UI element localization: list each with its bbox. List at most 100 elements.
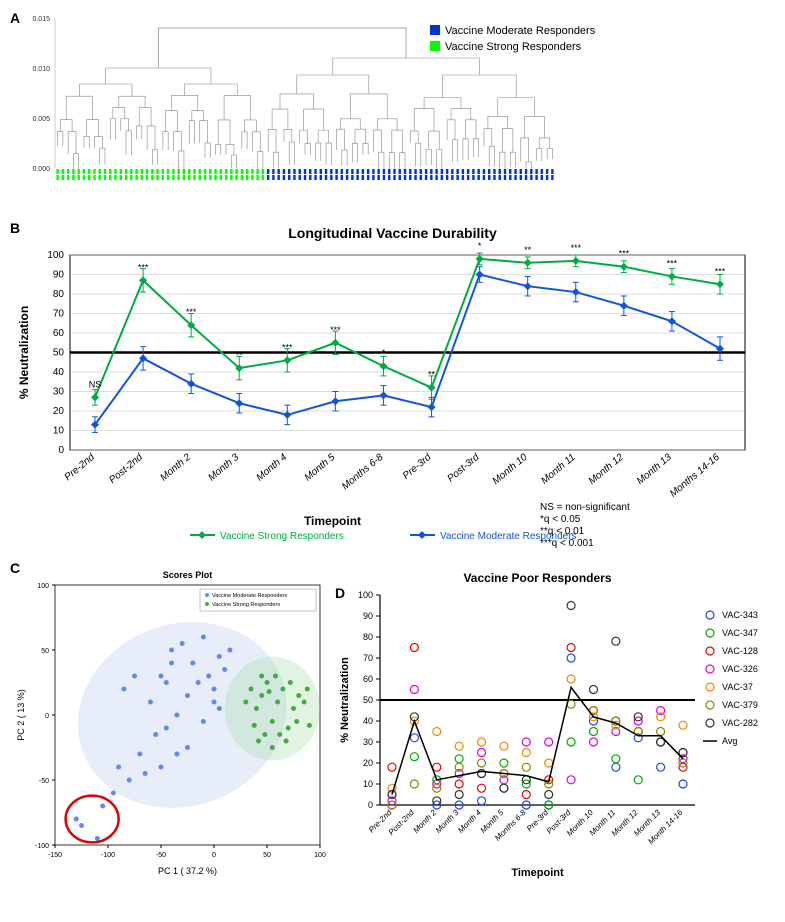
dendrogram: 0.015 0.010 0.005 0.000 Vaccine Moderate Res… — [10, 10, 775, 210]
svg-text:***: *** — [186, 307, 197, 317]
svg-text:VAC-128: VAC-128 — [722, 646, 758, 656]
svg-text:***: *** — [330, 325, 341, 335]
svg-text:Vaccine Moderate Responders: Vaccine Moderate Responders — [445, 25, 596, 37]
svg-text:70: 70 — [53, 309, 65, 320]
svg-text:60: 60 — [53, 328, 65, 339]
svg-text:-100: -100 — [35, 843, 49, 850]
svg-text:VAC-379: VAC-379 — [722, 700, 758, 710]
svg-text:Timepoint: Timepoint — [511, 867, 564, 879]
panel-c-label: C — [10, 560, 20, 576]
svg-text:20: 20 — [53, 406, 65, 417]
svg-text:70: 70 — [363, 653, 373, 663]
svg-text:Month 4: Month 4 — [254, 452, 289, 484]
svg-text:30: 30 — [363, 737, 373, 747]
svg-text:0.005: 0.005 — [32, 116, 50, 123]
svg-text:***: *** — [715, 266, 726, 276]
svg-text:Post-2nd: Post-2nd — [107, 452, 145, 486]
svg-text:100: 100 — [37, 583, 49, 590]
svg-text:*q < 0.05: *q < 0.05 — [540, 514, 581, 525]
svg-text:Month 2: Month 2 — [158, 452, 193, 484]
svg-text:Vaccine Poor Responders: Vaccine Poor Responders — [463, 571, 611, 585]
svg-text:-100: -100 — [101, 852, 115, 859]
svg-text:Months 6-8: Months 6-8 — [340, 452, 386, 493]
svg-text:Pre-2nd: Pre-2nd — [63, 452, 98, 484]
svg-text:50: 50 — [41, 648, 49, 655]
svg-text:80: 80 — [53, 289, 65, 300]
panel-d-label: D — [335, 585, 345, 601]
svg-text:0: 0 — [368, 800, 373, 810]
poor-responders-scatter: Vaccine Poor Responders 0 10 20 30 40 50 60 70 80… — [330, 560, 775, 880]
svg-text:100: 100 — [358, 590, 373, 600]
svg-text:Month 4: Month 4 — [456, 808, 483, 835]
svg-text:60: 60 — [363, 674, 373, 684]
svg-text:0.015: 0.015 — [32, 16, 50, 23]
svg-text:Vaccine Strong Responders: Vaccine Strong Responders — [220, 531, 344, 542]
svg-text:50: 50 — [53, 348, 65, 359]
svg-text:***: *** — [138, 262, 149, 272]
svg-text:0: 0 — [212, 852, 216, 859]
svg-text:Vaccine Strong Responders: Vaccine Strong Responders — [445, 41, 582, 53]
svg-text:Month 10: Month 10 — [491, 452, 530, 488]
svg-text:-50: -50 — [39, 778, 49, 785]
svg-text:Post-2nd: Post-2nd — [387, 808, 416, 837]
svg-text:10: 10 — [363, 779, 373, 789]
svg-text:NS = non-significant: NS = non-significant — [540, 502, 630, 513]
svg-text:Longitudinal Vaccine Durabilit: Longitudinal Vaccine Durability — [288, 225, 497, 241]
svg-text:100: 100 — [314, 852, 326, 859]
svg-text:0.010: 0.010 — [32, 66, 50, 73]
svg-text:40: 40 — [53, 367, 65, 378]
svg-text:Months 14-16: Months 14-16 — [668, 452, 722, 500]
svg-text:90: 90 — [363, 611, 373, 621]
svg-text:80: 80 — [363, 632, 373, 642]
svg-text:***q < 0.001: ***q < 0.001 — [540, 538, 594, 549]
svg-text:Month 3: Month 3 — [434, 808, 461, 835]
svg-text:-50: -50 — [156, 852, 166, 859]
svg-text:40: 40 — [363, 716, 373, 726]
svg-text:**q < 0.01: **q < 0.01 — [540, 526, 585, 537]
svg-text:VAC-343: VAC-343 — [722, 610, 758, 620]
svg-text:PC 2 ( 13 %): PC 2 ( 13 %) — [16, 689, 26, 741]
svg-text:**: ** — [428, 370, 436, 380]
svg-text:Post-3rd: Post-3rd — [446, 452, 482, 485]
svg-text:10: 10 — [53, 426, 65, 437]
svg-text:% Neutralization: % Neutralization — [17, 306, 31, 399]
svg-text:Vaccine Strong Responders: Vaccine Strong Responders — [212, 602, 280, 608]
svg-text:***: *** — [282, 342, 293, 352]
svg-text:50: 50 — [263, 852, 271, 859]
svg-text:Month 12: Month 12 — [587, 452, 626, 488]
svg-text:Month 2: Month 2 — [411, 808, 438, 835]
svg-text:***: *** — [667, 258, 678, 268]
svg-text:NS: NS — [89, 379, 102, 389]
svg-text:0: 0 — [58, 445, 64, 456]
svg-text:***: *** — [571, 243, 582, 253]
svg-text:***: *** — [619, 249, 630, 259]
svg-text:*: * — [478, 241, 482, 251]
svg-text:VAC-347: VAC-347 — [722, 628, 758, 638]
svg-text:Pre-3rd: Pre-3rd — [401, 452, 434, 482]
panel-d: D Vaccine Poor Responders 0 10 20 30 40 50 60 70… — [330, 560, 775, 880]
svg-text:Vaccine Moderate Responders: Vaccine Moderate Responders — [212, 593, 287, 599]
svg-text:100: 100 — [47, 250, 64, 261]
svg-text:VAC-326: VAC-326 — [722, 664, 758, 674]
svg-text:PC 1 ( 37.2 %): PC 1 ( 37.2 %) — [158, 866, 217, 876]
panel-c: C Scores Plot-150-100-50050100-100-50050… — [10, 560, 330, 880]
panel-cd-row: C Scores Plot-150-100-50050100-100-50050… — [10, 560, 775, 880]
svg-text:Month 3: Month 3 — [206, 452, 241, 484]
svg-text:-150: -150 — [48, 852, 62, 859]
panel-b-label: B — [10, 220, 20, 236]
svg-text:0.000: 0.000 — [32, 166, 50, 173]
svg-text:Month 5: Month 5 — [303, 452, 338, 484]
svg-text:0: 0 — [45, 713, 49, 720]
svg-text:**: ** — [524, 245, 532, 255]
panel-a: A 0.015 0.010 0.005 0.000 Vaccine Moderate R… — [10, 10, 775, 210]
svg-text:VAC-282: VAC-282 — [722, 718, 758, 728]
line-chart: Longitudinal Vaccine Durability010203040… — [10, 220, 775, 550]
svg-text:20: 20 — [363, 758, 373, 768]
svg-text:VAC-37: VAC-37 — [722, 682, 753, 692]
svg-text:Month 13: Month 13 — [635, 452, 674, 488]
svg-text:Timepoint: Timepoint — [304, 514, 361, 528]
svg-text:*: * — [382, 348, 386, 358]
svg-text:50: 50 — [363, 695, 373, 705]
panel-a-label: A — [10, 10, 20, 26]
svg-text:% Neutralization: % Neutralization — [339, 657, 351, 743]
